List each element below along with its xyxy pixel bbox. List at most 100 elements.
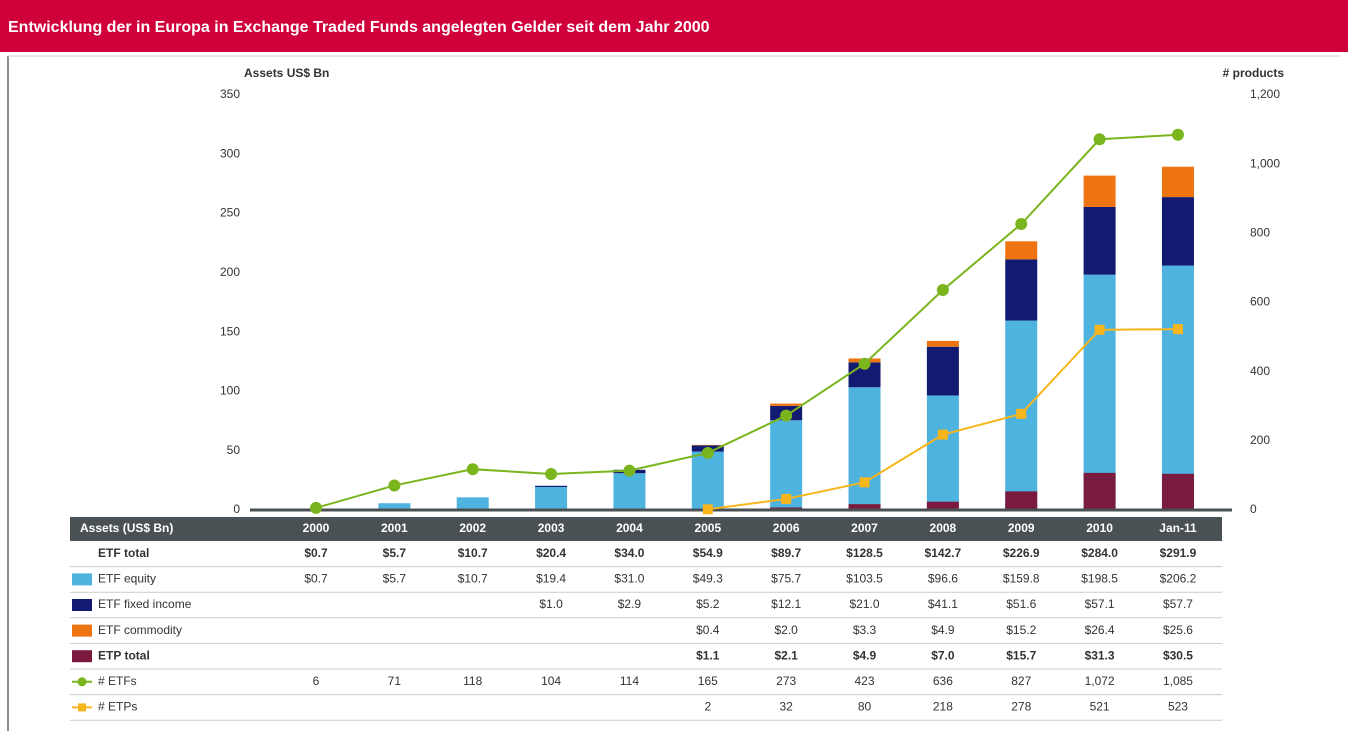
table-cell: $26.4 [1085,623,1115,637]
marker [1093,133,1106,146]
y-tick-label: 200 [220,265,240,279]
column-header: 2001 [381,521,408,535]
marker [937,429,948,440]
table-cell: 32 [779,700,793,714]
table-cell: 2 [704,700,711,714]
column-header: 2009 [1008,521,1035,535]
bar-segment [1161,197,1194,266]
table-cell: $31.0 [614,572,644,586]
table-cell: 165 [698,674,718,688]
legend-swatch [72,650,92,663]
marker [1094,324,1105,335]
table-cell: $89.7 [771,546,801,560]
y2-tick-label: 600 [1250,295,1270,309]
chart-title: Entwicklung der in Europa in Exchange Tr… [8,19,710,36]
legend-marker [77,677,87,687]
table-cell: $51.6 [1006,597,1036,611]
table-cell: 523 [1168,700,1188,714]
header-bar [0,0,1348,52]
table-cell: 1,072 [1085,674,1115,688]
table-cell: 118 [463,674,482,688]
table-cell: $34.0 [614,546,644,560]
table-cell: 278 [1011,700,1031,714]
column-header: 2000 [303,521,330,535]
marker [858,357,871,370]
marker [310,501,322,514]
legend-label: ETP total [98,648,150,662]
table-cell: 636 [933,674,953,688]
table-cell: $96.6 [928,572,958,586]
table-cell: $7.0 [931,648,955,662]
table-cell: 104 [541,674,561,688]
legend-swatch [72,573,92,586]
marker [1016,408,1027,419]
bar [926,501,959,510]
marker [466,463,479,476]
table-cell: $20.4 [536,546,566,560]
bar-segment [1161,265,1194,510]
table-cell: $0.7 [304,546,328,560]
marker [1015,217,1028,230]
column-header: 2007 [851,521,878,535]
table-cell: 218 [933,700,953,714]
legend-label: ETF equity [98,572,156,586]
table-cell: $103.5 [846,572,883,586]
table-cell: $19.4 [536,572,566,586]
marker [388,479,401,492]
table-cell: $15.7 [1006,648,1036,662]
column-header: 2004 [616,521,643,535]
table-cell: $30.5 [1163,648,1193,662]
marker [701,446,714,459]
table-cell: $31.3 [1085,648,1115,662]
bar-segment [1161,166,1194,198]
column-header: 2003 [538,521,565,535]
table-cell: $5.7 [383,546,407,560]
y2-tick-label: 1,000 [1250,156,1280,170]
table-cell: $4.9 [931,623,955,637]
column-header: Jan-11 [1159,521,1197,535]
table-cell: $54.9 [693,546,723,560]
column-header: 2002 [459,521,486,535]
marker [780,409,793,422]
table-cell: 521 [1090,700,1110,714]
table-cell: 1,085 [1163,674,1193,688]
legend-marker [78,703,86,712]
line [315,133,1179,509]
y-tick-label: 50 [227,443,241,457]
legend-label: # ETFs [98,674,137,688]
table-cell: $142.7 [925,546,962,560]
table-cell: $10.7 [458,572,488,586]
bar-segment [926,346,959,396]
table-cell: 423 [855,674,875,688]
legend-label: # ETPs [98,700,137,714]
table-cell: $15.2 [1006,623,1036,637]
table-cell: $49.3 [693,572,723,586]
y-tick-label: 250 [220,206,240,220]
table-cell: $0.7 [304,572,328,586]
table-cell: $226.9 [1003,546,1040,560]
bar [848,504,881,510]
table-cell: 273 [776,674,796,688]
legend-swatch [72,599,92,611]
marker [545,468,558,481]
bar [1005,491,1038,510]
table-cell: 114 [620,674,639,688]
marker [1171,128,1184,141]
table-cell: $2.9 [618,597,642,611]
table-cell: $206.2 [1160,572,1197,586]
table-cell: 827 [1011,674,1031,688]
bar-segment [848,387,881,510]
y-tick-label: 0 [233,502,240,516]
bar-segment [1083,206,1116,275]
y2-tick-label: 400 [1250,364,1270,378]
table-cell: 80 [858,700,872,714]
table-cell: $21.0 [850,597,880,611]
table-cell: $5.7 [383,572,407,586]
table-cell: $10.7 [458,546,488,560]
y2-tick-label: 1,200 [1250,87,1280,101]
marker [859,477,870,488]
table-header-label: Assets (US$ Bn) [80,521,173,535]
bar-segment [770,403,803,406]
bar-segment [378,503,411,510]
